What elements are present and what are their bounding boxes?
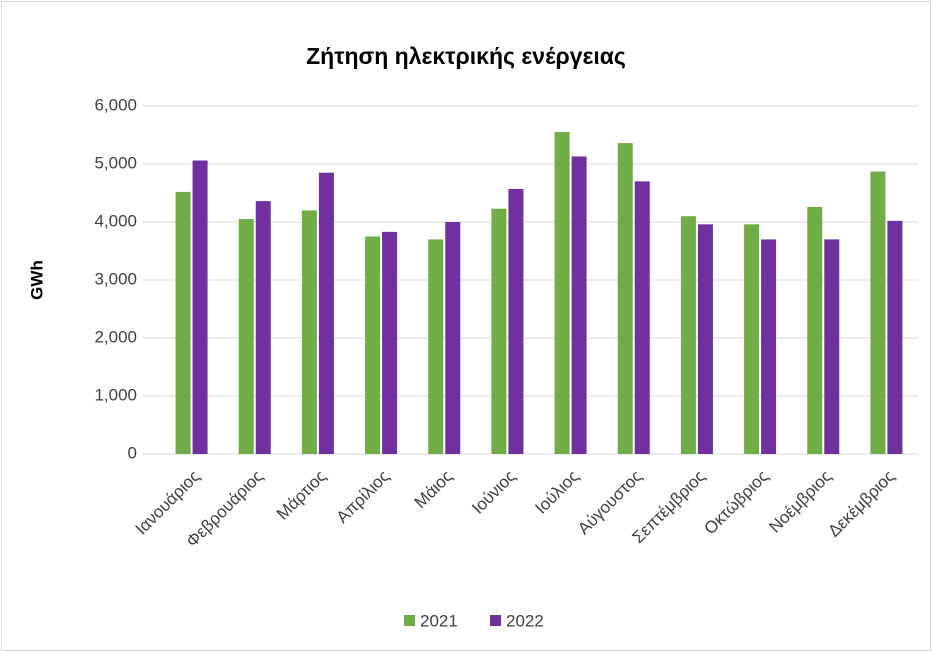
bar bbox=[744, 224, 760, 454]
bar bbox=[318, 172, 334, 454]
bar bbox=[301, 210, 317, 454]
bar bbox=[428, 239, 444, 454]
bar bbox=[571, 156, 587, 454]
bar bbox=[761, 239, 777, 454]
y-tick-label: 5,000 bbox=[94, 153, 137, 172]
bar bbox=[238, 219, 254, 454]
y-tick-label: 6,000 bbox=[94, 95, 137, 114]
bar bbox=[870, 171, 886, 455]
legend-label: 2022 bbox=[506, 611, 544, 630]
bar bbox=[382, 231, 398, 454]
legend-swatch bbox=[490, 615, 501, 626]
bar bbox=[634, 181, 650, 454]
y-tick-label: 0 bbox=[128, 443, 137, 462]
bar bbox=[697, 224, 713, 454]
bar bbox=[365, 236, 381, 454]
y-tick-label: 4,000 bbox=[94, 211, 137, 230]
bar bbox=[508, 188, 524, 454]
legend-label: 2021 bbox=[420, 611, 458, 630]
y-tick-label: 3,000 bbox=[94, 269, 137, 288]
bar bbox=[491, 208, 507, 454]
bar bbox=[445, 222, 461, 454]
chart-title: Ζήτηση ηλεκτρικής ενέργειας bbox=[306, 43, 626, 69]
bar bbox=[255, 201, 271, 454]
bar bbox=[554, 132, 570, 454]
bar bbox=[680, 216, 696, 454]
y-tick-label: 2,000 bbox=[94, 327, 137, 346]
y-tick-label: 1,000 bbox=[94, 385, 137, 404]
bar bbox=[887, 220, 903, 454]
bar bbox=[175, 191, 191, 454]
bar bbox=[824, 239, 840, 454]
y-axis-label: GWh bbox=[27, 260, 46, 300]
legend-swatch bbox=[404, 615, 415, 626]
bar bbox=[617, 143, 633, 454]
bar bbox=[192, 160, 208, 454]
bar bbox=[807, 206, 823, 454]
